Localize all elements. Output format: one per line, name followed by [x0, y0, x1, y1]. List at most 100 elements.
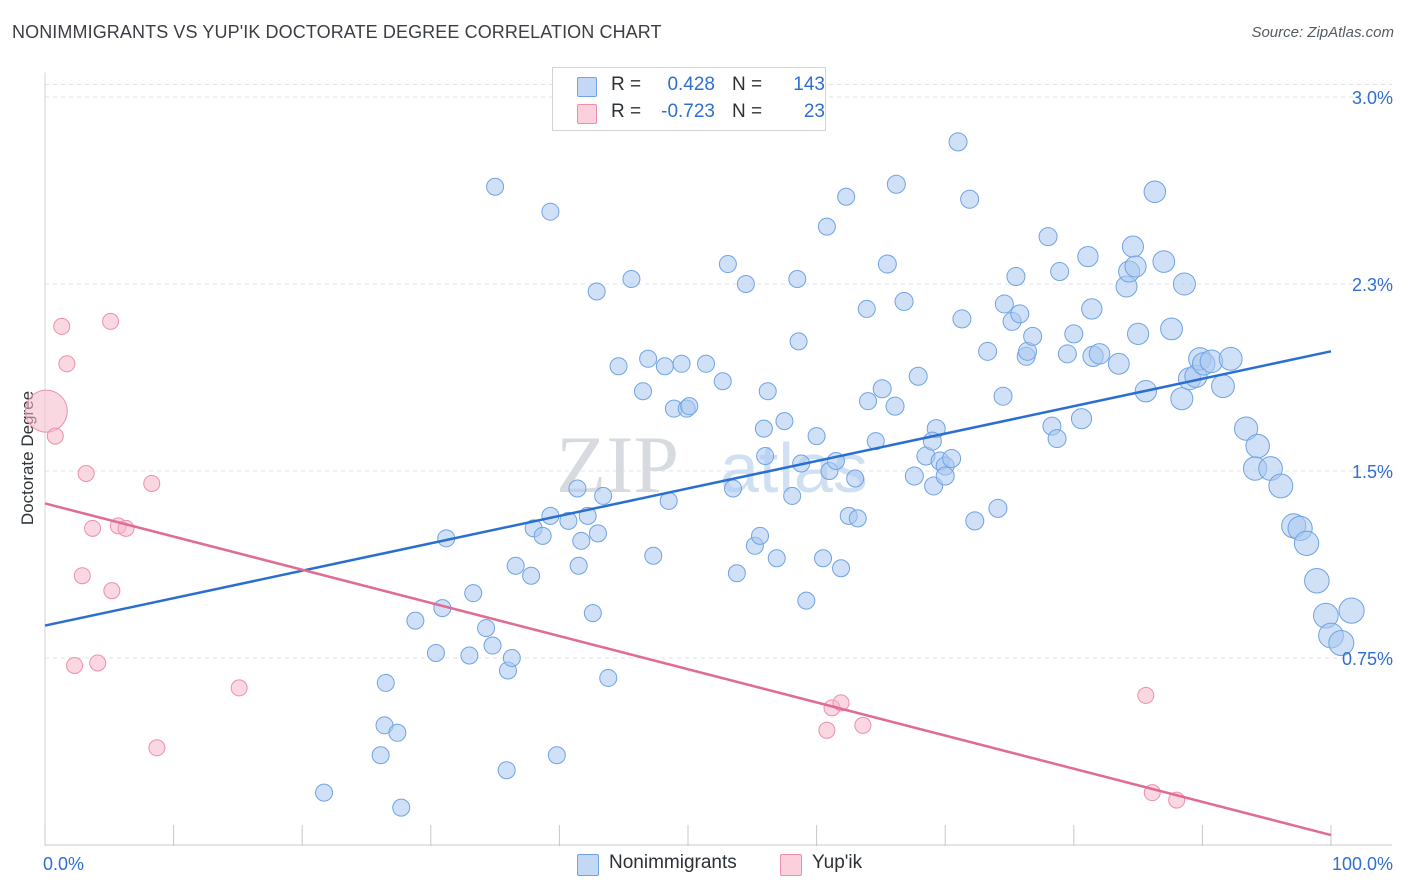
nonimmigrant-point [644, 546, 663, 565]
nonimmigrant-point [1023, 326, 1043, 346]
nonimmigrant-point [460, 646, 479, 665]
nonimmigrant-point [814, 549, 833, 568]
legend-swatch-nonimmigrants [577, 77, 597, 97]
nonimmigrant-point [837, 187, 856, 206]
nonimmigrant-point [506, 556, 525, 575]
nonimmigrant-point [569, 556, 588, 575]
nonimmigrant-point [718, 255, 737, 274]
yupik-point [77, 464, 95, 482]
legend-r-label: R = [611, 74, 642, 95]
legend-label-nonimmigrants: Nonimmigrants [609, 852, 737, 873]
legend-swatch-nonimmigrants [577, 854, 599, 876]
nonimmigrant-point [633, 382, 652, 401]
legend-r-label: R = [611, 101, 642, 122]
chart-title: NONIMMIGRANTS VS YUP'IK DOCTORATE DEGREE… [12, 22, 662, 42]
trend-lines [44, 350, 1332, 837]
yupik-points [24, 312, 1186, 809]
nonimmigrant-point [392, 798, 411, 817]
nonimmigrant-point [609, 357, 628, 376]
nonimmigrant-point [1050, 262, 1070, 282]
nonimmigrant-point [908, 366, 928, 386]
nonimmigrant-point [775, 412, 794, 431]
nonimmigrant-point [789, 332, 808, 351]
source-label: Source: ZipAtlas.com [1251, 24, 1394, 41]
nonimmigrant-point [1077, 245, 1099, 268]
nonimmigrant-point [885, 396, 905, 416]
yupik-point [818, 721, 836, 739]
nonimmigrant-point [1143, 180, 1167, 204]
nonimmigrant-point [788, 270, 807, 289]
nonimmigrant-point [783, 486, 802, 505]
nonimmigrant-point [1268, 473, 1294, 499]
nonimmigrant-point [886, 174, 906, 194]
nonimmigrant-point [857, 299, 876, 318]
x-tick-label: 100.0% [1332, 854, 1393, 874]
nonimmigrant-point [464, 584, 483, 603]
y-tick-label: 1.5% [1352, 462, 1393, 482]
nonimmigrant-point [588, 524, 607, 543]
nonimmigrant-point [639, 349, 658, 368]
nonimmigrant-point [1010, 304, 1030, 324]
yupik-point [89, 654, 107, 672]
nonimmigrant-point [559, 511, 578, 530]
nonimmigrant-point [426, 644, 445, 663]
y-tick-label: 0.75% [1342, 649, 1393, 669]
nonimmigrant-point [872, 379, 892, 399]
nonimmigrant-point [942, 449, 962, 469]
nonimmigrant-point [1234, 416, 1259, 441]
nonimmigrant-point [1328, 630, 1355, 657]
nonimmigrant-point [680, 397, 699, 416]
nonimmigrant-point [965, 511, 985, 531]
nonimmigrant-point [1160, 317, 1183, 341]
yupik-point [103, 582, 121, 600]
nonimmigrant-point [727, 564, 746, 583]
legend-r-value: -0.723 [661, 101, 715, 122]
yupik-point [46, 427, 64, 445]
nonimmigrant-point [1304, 567, 1330, 594]
nonimmigrant-point [1006, 267, 1026, 287]
series-legend: Nonimmigrants Yup'ik [0, 850, 1406, 878]
nonimmigrant-point [952, 309, 972, 329]
nonimmigrant-point [724, 479, 743, 498]
nonimmigrant-point [1070, 408, 1093, 430]
nonimmigrant-point [406, 611, 425, 630]
nonimmigrant-point [541, 202, 560, 221]
correlation-legend: R = 0.428 N = 143 R = -0.723 N = 23 [552, 67, 826, 131]
nonimmigrant-point [848, 509, 867, 528]
nonimmigrant-point [599, 668, 618, 687]
nonimmigrant-point [522, 566, 541, 585]
nonimmigrant-point [1172, 272, 1196, 296]
nonimmigrant-point [1211, 374, 1235, 399]
nonimmigrant-point [1081, 298, 1103, 320]
tick-labels: 0.75% 1.5% 2.3% 3.0% 0.0% 100.0% [43, 88, 1393, 874]
legend-n-value: 23 [803, 101, 825, 122]
nonimmigrant-point [1245, 433, 1270, 459]
yupik-point [1137, 686, 1155, 704]
nonimmigrant-point [894, 291, 914, 311]
nonimmigrant-point [859, 392, 878, 411]
legend-n-label: N = [732, 101, 763, 122]
nonimmigrant-point [1121, 235, 1145, 258]
nonimmigrant-point [767, 549, 786, 568]
yupik-point [84, 519, 102, 537]
legend-r-value: 0.428 [667, 74, 715, 95]
nonimmigrant-point [1338, 597, 1365, 624]
nonimmigrant-point [1107, 352, 1130, 375]
nonimmigrant-point [751, 526, 770, 545]
yupik-point [854, 716, 872, 734]
legend-n-value: 143 [793, 74, 825, 95]
yupik-point [24, 389, 68, 433]
yupik-point [230, 679, 248, 697]
yupik-point [143, 474, 161, 492]
nonimmigrant-point [756, 447, 775, 466]
nonimmigrant-point [758, 382, 777, 401]
nonimmigrant-point [988, 498, 1008, 518]
nonimmigrant-point [497, 761, 516, 780]
yupik-point [58, 355, 76, 373]
nonimmigrant-point [978, 341, 998, 361]
nonimmigrant-point [622, 270, 641, 289]
nonimmigrant-point [1064, 324, 1084, 344]
nonimmigrant-point [807, 427, 826, 446]
nonimmigrant-point [1057, 344, 1077, 364]
